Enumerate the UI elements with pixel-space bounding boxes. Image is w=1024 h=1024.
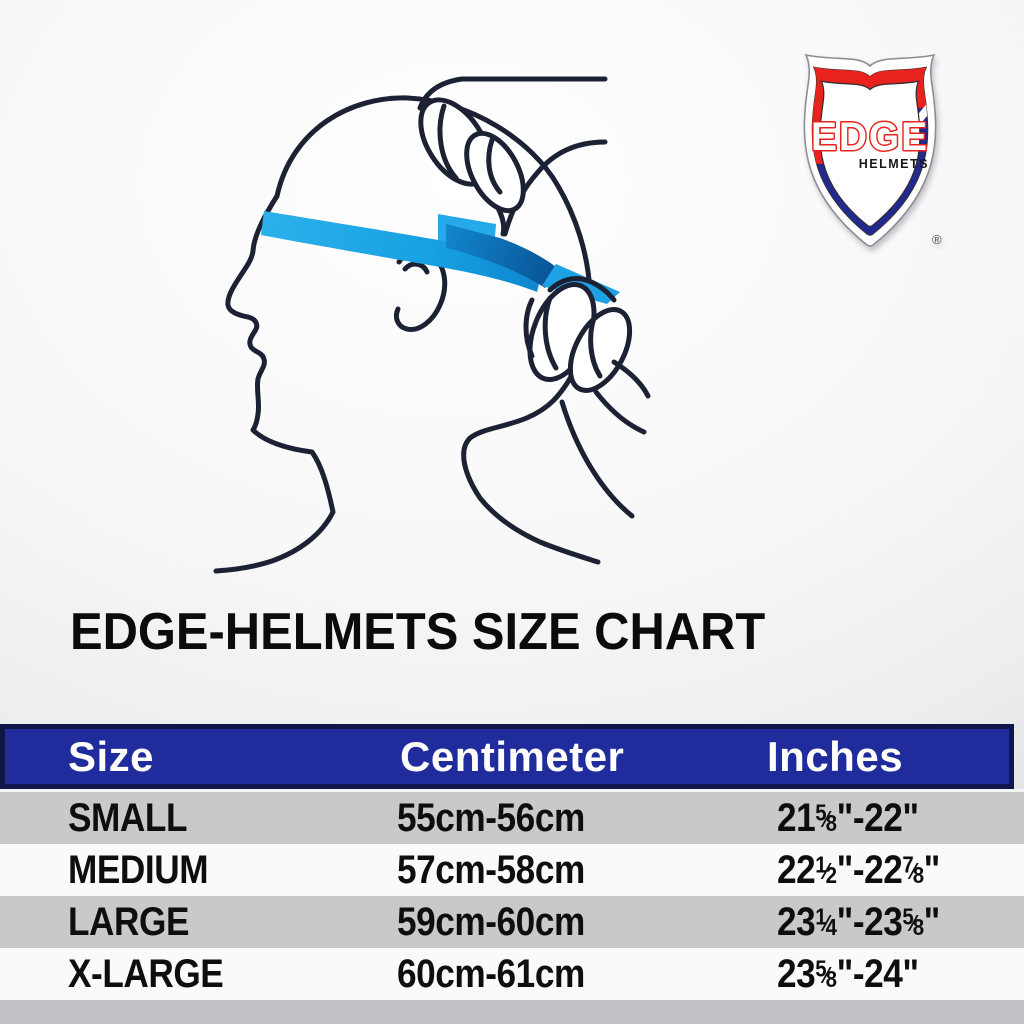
inches-cell: 221⁄2"-227⁄8" — [777, 847, 940, 892]
face-profile — [213, 193, 336, 574]
finger-loop — [464, 130, 526, 214]
size-cell: LARGE — [68, 899, 189, 944]
inches-cell: 215⁄8"-22" — [777, 795, 919, 840]
fraction: 1⁄2 — [815, 851, 837, 888]
fraction: 7⁄8 — [902, 851, 924, 888]
head-measurement-illustration — [213, 76, 651, 574]
table-row: LARGE 59cm-60cm 231⁄4"-235⁄8" — [0, 896, 1024, 948]
header-gap — [0, 789, 1024, 792]
header-size: Size — [68, 732, 155, 780]
finger-loop — [567, 307, 633, 393]
table-row: SMALL 55cm-56cm 215⁄8"-22" — [0, 792, 1024, 844]
size-cell: MEDIUM — [68, 847, 209, 892]
centimeter-cell: 59cm-60cm — [397, 899, 585, 944]
size-table-body: SMALL 55cm-56cm 215⁄8"-22" MEDIUM 57cm-58cm 2… — [0, 792, 1024, 1000]
logo-brand-text: EDGE — [811, 115, 929, 159]
ear-inner — [402, 261, 430, 275]
logo-sub-text: HELMETS — [859, 157, 929, 171]
table-row: X-LARGE 60cm-61cm 235⁄8"-24" — [0, 948, 1024, 1000]
table-header-row: Size Centimeter Inches — [0, 724, 1014, 789]
top-hand — [417, 76, 608, 237]
centimeter-cell: 57cm-58cm — [397, 847, 585, 892]
inches-cell: 231⁄4"-235⁄8" — [777, 899, 940, 944]
fraction: 1⁄4 — [815, 903, 837, 940]
inches-cell: 235⁄8"-24" — [777, 951, 919, 996]
fraction: 5⁄8 — [902, 903, 924, 940]
logo-white-gap — [913, 96, 928, 126]
edge-helmets-logo-icon: EDGE HELMETS ® — [803, 54, 942, 247]
tape-band — [261, 211, 543, 292]
size-cell: SMALL — [68, 795, 188, 840]
registered-mark: ® — [932, 232, 942, 247]
size-cell: X-LARGE — [68, 951, 224, 996]
centimeter-cell: 60cm-61cm — [397, 951, 585, 996]
measuring-tape — [261, 211, 620, 304]
header-centimeter: Centimeter — [400, 732, 625, 780]
fraction: 5⁄8 — [815, 955, 837, 992]
fraction: 5⁄8 — [815, 799, 837, 836]
page-title: EDGE-HELMETS SIZE CHART — [70, 603, 766, 661]
header-inches: Inches — [767, 732, 904, 780]
bottom-strip — [0, 1000, 1024, 1024]
lower-hand — [523, 275, 651, 519]
tape-fold — [446, 224, 560, 288]
table-row: MEDIUM 57cm-58cm 221⁄2"-227⁄8" — [0, 844, 1024, 896]
centimeter-cell: 55cm-56cm — [397, 795, 585, 840]
size-chart-table: Size Centimeter Inches SMALL 55cm-56cm 215… — [0, 724, 1024, 1024]
